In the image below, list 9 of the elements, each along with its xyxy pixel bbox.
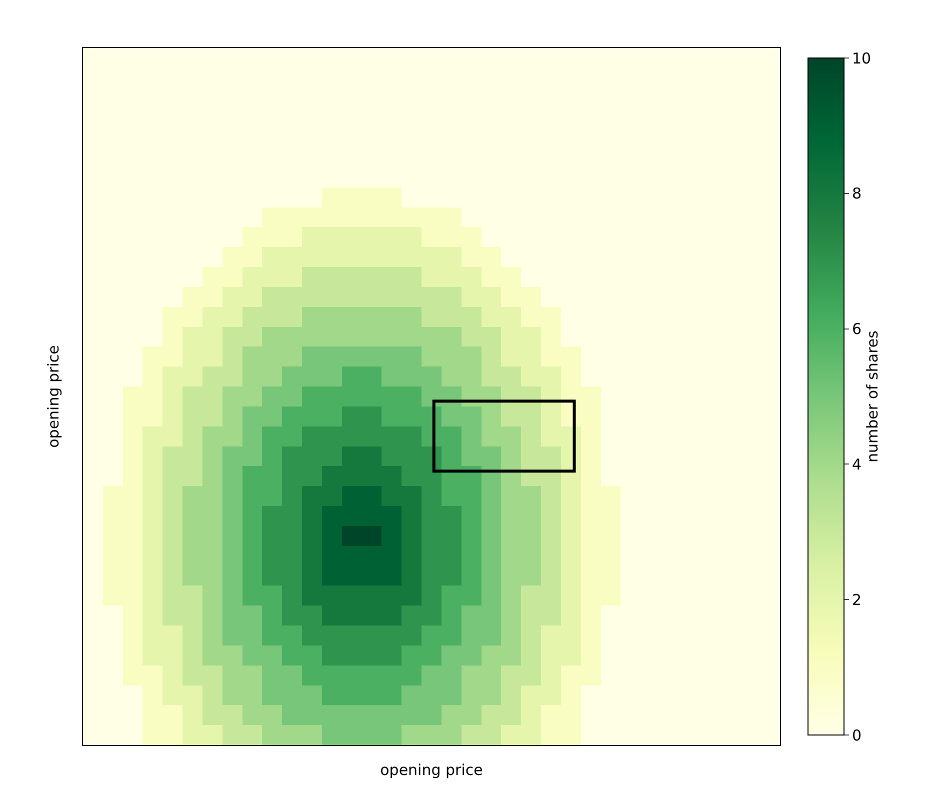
color-bar-label: 0 (852, 726, 862, 744)
color-bar-label: 2 (852, 590, 862, 609)
x-axis-title: opening price (380, 761, 483, 779)
color-bar-label: 6 (852, 320, 862, 338)
color-bar-label: 10 (852, 49, 872, 68)
color-bar-title: number of shares (864, 330, 882, 462)
color-bar-label: 4 (852, 455, 862, 474)
color-bar-label: 8 (852, 184, 862, 203)
y-axis-title: opening price (44, 345, 62, 448)
